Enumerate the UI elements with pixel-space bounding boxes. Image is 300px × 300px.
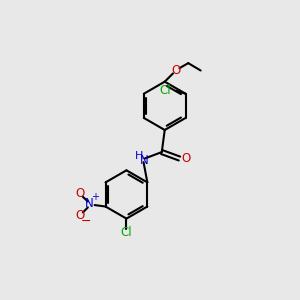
Text: Cl: Cl	[121, 226, 132, 239]
Text: O: O	[75, 188, 85, 200]
Text: Cl: Cl	[159, 84, 171, 97]
Text: O: O	[181, 152, 190, 165]
Text: −: −	[81, 215, 91, 228]
Text: O: O	[171, 64, 181, 77]
Text: N: N	[85, 197, 94, 210]
Text: +: +	[91, 192, 99, 202]
Text: N: N	[140, 154, 148, 167]
Text: O: O	[75, 209, 85, 222]
Text: H: H	[135, 151, 144, 161]
